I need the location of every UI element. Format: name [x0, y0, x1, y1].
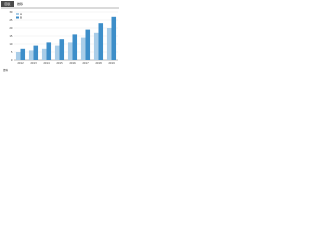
y-tick-label: 15 [9, 34, 13, 38]
chart-label: 図表 [4, 1, 10, 6]
x-tick-label: 2019 [108, 61, 115, 65]
bar [111, 16, 117, 60]
chart-title: 推移 [17, 1, 23, 6]
bar [106, 28, 112, 60]
bar [33, 45, 39, 60]
note: 資料 [3, 68, 9, 72]
x-tick-label: 2017 [82, 61, 89, 65]
legend-swatch [16, 13, 19, 15]
y-tick-label: 5 [11, 50, 13, 54]
bar [46, 42, 52, 60]
label-box [1, 1, 14, 7]
bar [15, 52, 21, 60]
bar [80, 37, 86, 60]
x-tick-label: 2014 [43, 61, 50, 65]
x-tick-label: 2018 [95, 61, 102, 65]
y-tick-label: 25 [9, 18, 13, 22]
bar [28, 50, 34, 60]
bar [59, 39, 65, 60]
bar [85, 29, 91, 60]
y-tick-label: 20 [9, 26, 13, 30]
x-tick-label: 2016 [69, 61, 76, 65]
legend-label: A [20, 12, 23, 16]
y-tick-label: 30 [9, 10, 13, 14]
bar [98, 23, 104, 60]
y-tick-label: 10 [9, 42, 13, 46]
x-tick-label: 2013 [30, 61, 37, 65]
bar [93, 32, 99, 60]
chart: 図表 推移 資料 0 5 10 15 20 25 30 2012 2013 2014 2015 201… [1, 1, 119, 72]
bar [54, 45, 60, 60]
y-tick-label: 0 [11, 58, 13, 62]
bar [72, 34, 78, 60]
x-tick-label: 2015 [56, 61, 63, 65]
legend-label: B [20, 16, 22, 20]
legend-swatch [16, 16, 19, 19]
bar [20, 48, 26, 60]
x-tick-label: 2012 [17, 61, 24, 65]
bar [41, 48, 47, 60]
bar [67, 42, 73, 60]
